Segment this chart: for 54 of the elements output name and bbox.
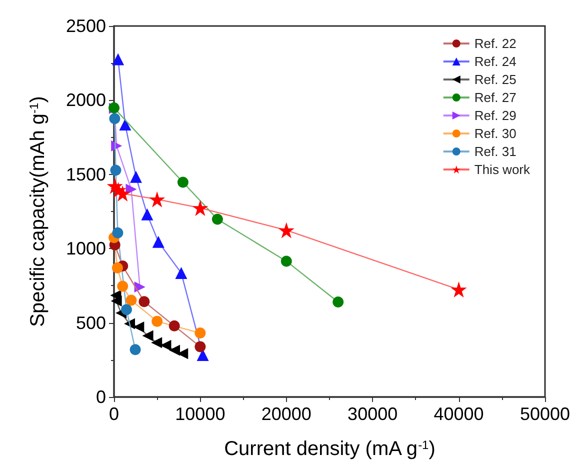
point [177, 176, 188, 188]
point [121, 304, 132, 316]
point [152, 316, 163, 327]
point [142, 330, 154, 342]
x-tick-label: 40000 [434, 404, 484, 424]
x-tick-label: 20000 [261, 404, 312, 424]
point [168, 320, 180, 332]
legend-label: Ref. 22 [474, 36, 516, 51]
point [109, 113, 120, 124]
point [119, 118, 132, 131]
x-tick-label: 0 [108, 404, 120, 424]
point [141, 208, 154, 220]
point [450, 282, 467, 298]
point [112, 53, 124, 66]
y-tick-label: 2000 [66, 90, 106, 110]
point [130, 344, 141, 356]
point [175, 266, 188, 279]
point [332, 296, 344, 308]
point [212, 214, 223, 225]
point [114, 186, 131, 202]
point [126, 294, 137, 306]
point [117, 280, 128, 292]
legend-label: Ref. 24 [474, 54, 516, 69]
point [194, 328, 206, 339]
y-tick-label: 0 [96, 387, 106, 407]
point [138, 296, 150, 308]
y-axis-title: Specific capacity(mAh g-1) [27, 96, 49, 327]
point [112, 227, 124, 238]
point [151, 337, 162, 348]
legend-label: Ref. 25 [474, 72, 516, 87]
legend-label: Ref. 29 [474, 108, 516, 123]
point [112, 262, 123, 274]
point [149, 191, 166, 208]
point [110, 164, 122, 176]
point [192, 200, 208, 216]
legend-label: Ref. 30 [474, 126, 516, 141]
y-tick-label: 500 [76, 312, 106, 333]
y-tick-label: 1500 [66, 164, 106, 184]
legend-label: This work [474, 162, 530, 177]
x-tick-label: 30000 [348, 404, 398, 424]
legend-label: Ref. 31 [474, 144, 516, 159]
x-tick-label: 10000 [175, 404, 226, 424]
point [130, 170, 142, 183]
point [152, 236, 164, 248]
legend-label: Ref. 27 [474, 90, 516, 105]
point [196, 349, 209, 362]
x-tick-label: 50000 [520, 404, 570, 424]
point [169, 344, 180, 356]
point [280, 256, 292, 267]
point [278, 222, 294, 238]
y-tick-label: 2500 [66, 16, 106, 36]
y-tick-label: 1000 [66, 238, 106, 259]
point [110, 295, 122, 306]
point [194, 341, 206, 352]
